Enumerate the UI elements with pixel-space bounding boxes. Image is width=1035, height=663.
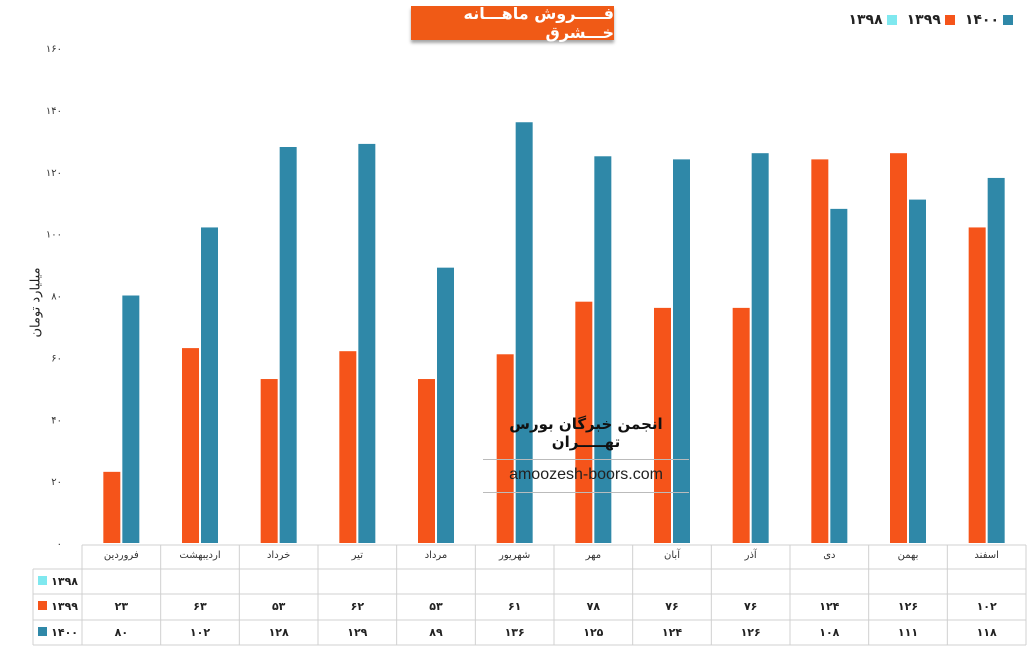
- x-category-label: مهر: [585, 550, 601, 561]
- data-label: ۸۹: [429, 626, 443, 639]
- legend-item-1400: ۱۴۰۰: [965, 12, 1013, 28]
- bar-1400: [830, 208, 848, 543]
- bar-1399: [575, 301, 593, 543]
- y-tick-label: ۰: [57, 539, 62, 550]
- legend-label-1400: ۱۴۰۰: [964, 12, 999, 28]
- y-tick-label: ۱۲۰: [46, 168, 62, 179]
- bar-1399: [890, 153, 907, 543]
- bar-1400: [594, 156, 612, 543]
- y-tick-label: ۸۰: [51, 292, 62, 303]
- data-label: ۵۳: [272, 600, 286, 613]
- y-tick-label: ۱۶۰: [46, 44, 62, 55]
- data-label: ۷۶: [744, 600, 757, 613]
- y-tick-label: ۲۰: [51, 477, 62, 488]
- bar-1400: [279, 147, 297, 543]
- chart-title: فـــــروش ماهـــانه خـــشرق: [411, 4, 614, 42]
- x-category-label: مرداد: [425, 550, 448, 561]
- data-label: ۱۲۶: [741, 626, 761, 639]
- bar-1399: [103, 471, 121, 543]
- data-label: ۱۲۴: [662, 626, 682, 639]
- data-label: ۱۲۶: [898, 600, 918, 613]
- y-tick-label: ۶۰: [51, 353, 62, 364]
- table-series-label: ۱۳۹۹: [51, 600, 78, 613]
- table-series-label: ۱۴۰۰: [51, 626, 78, 639]
- data-label: ۶۱: [508, 600, 521, 613]
- bar-1399: [260, 379, 278, 543]
- bar-1400: [987, 177, 1005, 543]
- data-label: ۱۱۱: [898, 626, 918, 639]
- data-label: ۱۲۴: [819, 600, 839, 613]
- bar-1399: [418, 379, 435, 543]
- x-category-label: اردیبهشت: [179, 550, 220, 561]
- data-label: ۲۳: [115, 600, 129, 613]
- legend-swatch-1400: [1003, 15, 1013, 25]
- x-category-label: بهمن: [898, 550, 919, 561]
- x-category-label: خرداد: [267, 550, 290, 561]
- data-label: ۱۰۸: [819, 626, 839, 639]
- x-category-label: تیر: [351, 550, 364, 561]
- bar-1400: [358, 143, 376, 543]
- bar-1400: [515, 122, 533, 543]
- watermark-title: انجمن خبرگان بورس تهـــــران: [483, 415, 689, 460]
- legend-label-1399: ۱۳۹۹: [906, 12, 941, 28]
- data-label: ۱۲۵: [583, 626, 603, 639]
- table-legend-swatch: [38, 601, 47, 610]
- x-category-label: شهریور: [498, 550, 530, 561]
- legend-item-1398: ۱۳۹۸: [848, 12, 897, 28]
- data-label: ۱۱۸: [977, 626, 997, 639]
- bar-1399: [339, 351, 357, 543]
- bar-1399: [811, 159, 829, 543]
- data-label: ۱۲۹: [347, 626, 367, 639]
- table-legend-swatch: [38, 576, 47, 585]
- x-category-label: فروردین: [104, 550, 139, 561]
- y-tick-label: ۱۰۰: [46, 230, 62, 241]
- bar-1399: [968, 227, 986, 543]
- data-label: ۱۳۶: [505, 626, 525, 639]
- watermark-site: amoozesh-boors.com: [483, 460, 689, 493]
- x-category-label: آذر: [744, 548, 758, 561]
- table-legend-swatch: [38, 627, 47, 636]
- legend: ۱۴۰۰ ۱۳۹۹ ۱۳۹۸: [848, 12, 1013, 28]
- data-label: ۸۰: [115, 626, 128, 639]
- x-category-label: دی: [823, 550, 835, 561]
- data-label: ۱۲۸: [269, 626, 289, 639]
- data-label: ۵۳: [429, 600, 443, 613]
- x-category-label: اسفند: [974, 550, 998, 561]
- bar-1400: [751, 153, 769, 543]
- bar-1400: [673, 159, 690, 543]
- data-label: ۱۰۲: [977, 600, 997, 613]
- legend-item-1399: ۱۳۹۹: [907, 12, 955, 28]
- x-category-label: آبان: [664, 548, 681, 561]
- bar-1400: [122, 295, 140, 543]
- table-series-label: ۱۳۹۸: [51, 575, 78, 588]
- bar-1399: [732, 307, 750, 543]
- data-label: ۱۰۲: [190, 626, 210, 639]
- bar-1399: [496, 354, 514, 543]
- bar-1400: [201, 227, 218, 543]
- data-label: ۶۳: [193, 600, 207, 613]
- legend-label-1398: ۱۳۹۸: [848, 12, 883, 28]
- bar-1399: [182, 348, 199, 543]
- bar-1400: [437, 267, 454, 543]
- bar-1399: [654, 307, 671, 543]
- data-label: ۷۶: [665, 600, 678, 613]
- bar-1400: [909, 199, 926, 543]
- legend-swatch-1398: [886, 15, 897, 25]
- y-tick-label: ۱۴۰: [46, 106, 62, 117]
- watermark: انجمن خبرگان بورس تهـــــران amoozesh-bo…: [483, 415, 689, 493]
- legend-swatch-1399: [944, 15, 955, 25]
- data-label: ۶۲: [351, 600, 365, 613]
- y-tick-label: ۴۰: [51, 415, 62, 426]
- data-label: ۷۸: [587, 600, 601, 613]
